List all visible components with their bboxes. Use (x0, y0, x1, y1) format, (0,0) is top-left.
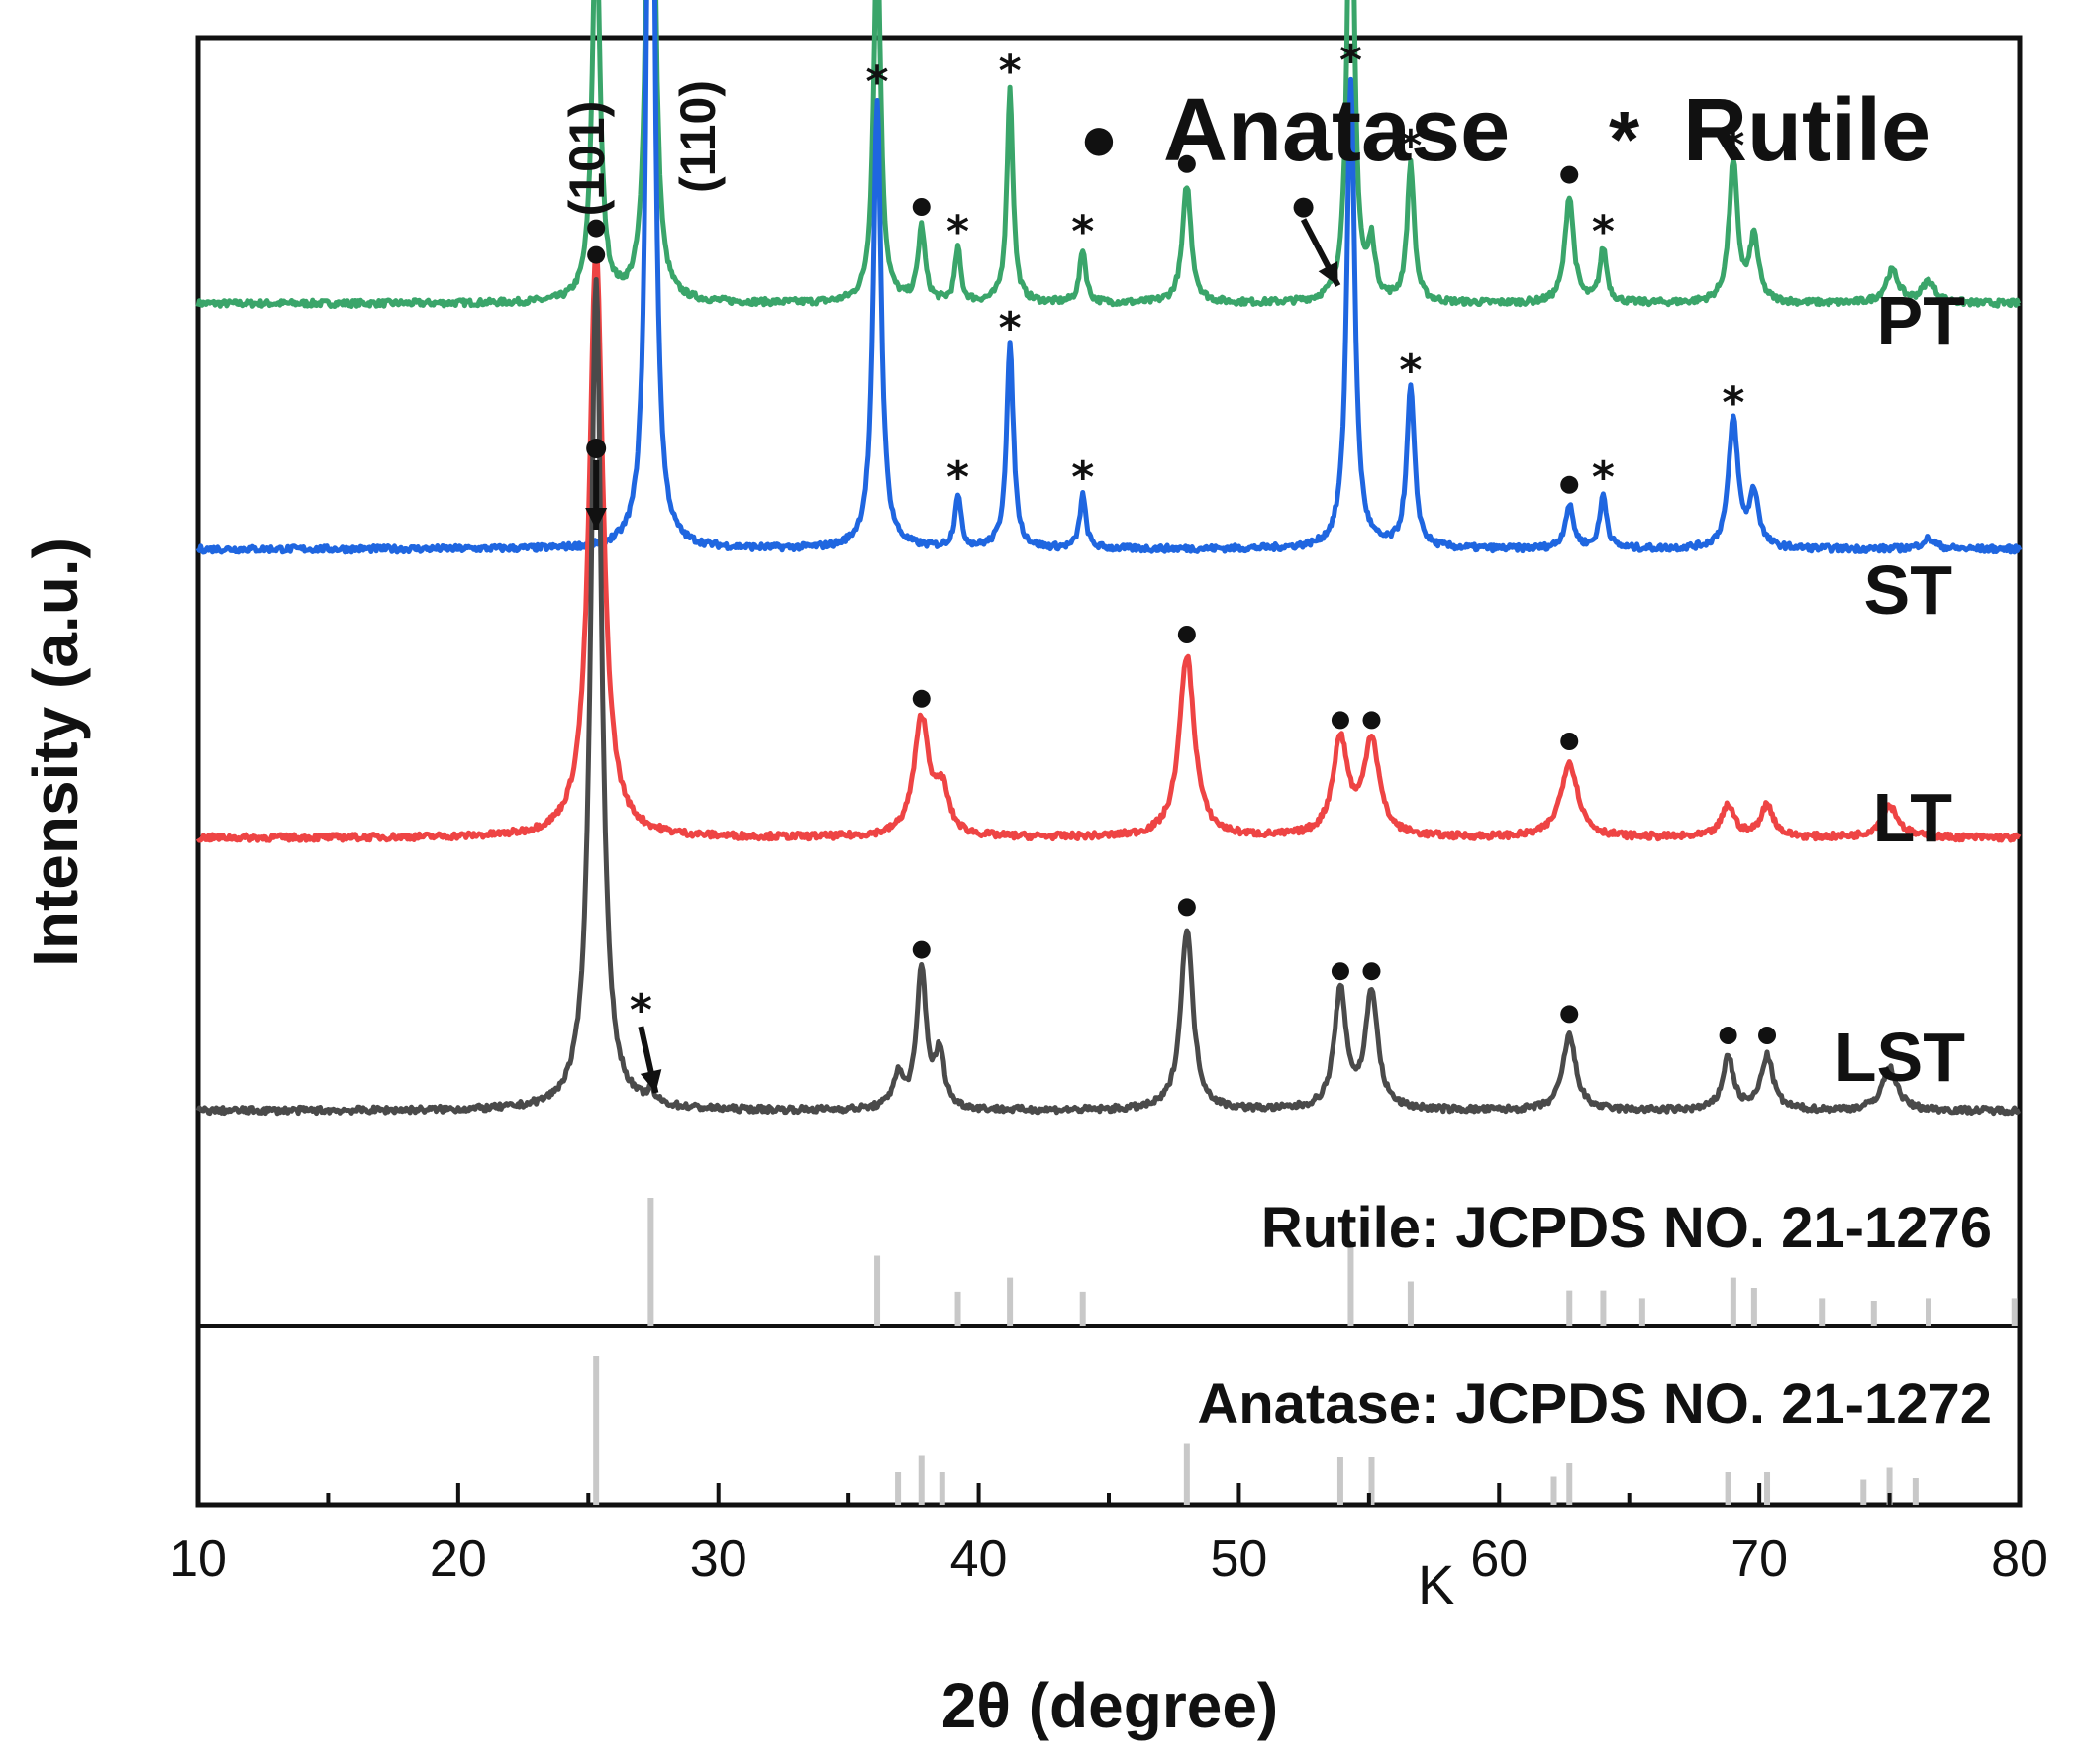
rutile-marker: * (1339, 36, 1362, 86)
anatase-marker (587, 245, 606, 264)
rutile-marker: * (999, 47, 1022, 97)
x-tick-label: 70 (1731, 1530, 1788, 1588)
rutile-marker: * (1071, 207, 1094, 257)
series-label-lst: LST (1834, 1019, 1965, 1096)
legend: ● Anatase * Rutile (1079, 81, 1930, 183)
legend-label-anatase: Anatase (1163, 81, 1510, 180)
anatase-marker (1331, 962, 1349, 981)
rutile-marker: * (866, 56, 889, 107)
x-tick-label: 50 (1211, 1530, 1268, 1588)
arrow-anatase-marker (1293, 197, 1314, 218)
x-tick-label: 80 (1991, 1530, 2048, 1588)
series-line-lst (195, 277, 2022, 1117)
anatase-marker (1560, 1005, 1579, 1024)
x-tick-label: 40 (950, 1530, 1008, 1588)
anatase-marker (912, 940, 931, 959)
anatase-marker (912, 689, 931, 708)
legend-label-rutile: Rutile (1683, 81, 1930, 180)
rutile-marker: * (1071, 452, 1094, 503)
anatase-marker (1560, 165, 1579, 184)
x-tick-label: 60 (1470, 1530, 1528, 1588)
x-tick-label: 30 (690, 1530, 747, 1588)
rutile-marker: * (946, 207, 969, 257)
x-tick-label: 10 (169, 1530, 227, 1588)
anatase-marker (1331, 711, 1349, 730)
series-label-pt: PT (1877, 282, 1965, 359)
rutile-marker: * (946, 452, 969, 503)
anatase-marker (1758, 1027, 1777, 1044)
rutile-marker: * (999, 303, 1022, 353)
rutile-marker: * (1592, 452, 1615, 503)
x-axis-title: 2θ (degree) (941, 1670, 1278, 1741)
legend-marker-anatase: ● (1079, 101, 1119, 174)
anatase-marker (1177, 154, 1196, 173)
anatase-marker (1560, 475, 1579, 494)
anatase-marker (587, 219, 606, 238)
rutile-marker: * (1592, 207, 1615, 257)
arrow-anatase-marker (586, 439, 607, 458)
diffraction-series (195, 0, 2023, 1117)
series-label-st: ST (1864, 551, 1952, 629)
anatase-marker (912, 198, 931, 216)
phase-markers: ****************** (587, 36, 1777, 1044)
anatase-marker (1362, 962, 1381, 981)
rutile-marker: * (1399, 345, 1422, 396)
anatase-marker (1560, 733, 1579, 750)
annotation-arrows: * (585, 197, 1341, 1094)
rutile-marker: * (1722, 377, 1744, 428)
reference-label-rutile: Rutile: JCPDS NO. 21-1276 (1261, 1196, 1992, 1260)
anatase-marker (1719, 1027, 1737, 1044)
series-line-pt (195, 0, 2022, 309)
series-line-lt (195, 248, 2022, 843)
anatase-marker (1177, 626, 1196, 643)
arrow-rutile-marker: * (630, 985, 652, 1035)
stray-text: K (1418, 1553, 1454, 1616)
arrow-head (1318, 261, 1338, 286)
arrow-head (585, 508, 608, 530)
x-tick-label: 20 (430, 1530, 487, 1588)
anatase-marker (1362, 711, 1381, 730)
plane-label-101: (101) (559, 101, 615, 217)
arrow-head (640, 1069, 662, 1093)
series-label-lt: LT (1873, 779, 1952, 856)
legend-marker-rutile: * (1609, 95, 1640, 183)
rutile-marker: * (1399, 121, 1422, 171)
anatase-marker (1177, 898, 1196, 917)
series-line-st (195, 0, 2023, 555)
rutile-marker: * (1722, 121, 1744, 171)
y-axis-title: Intensity (a.u.) (20, 538, 91, 967)
x-axis: 10 20 30 40 50 60 70 80 (169, 1483, 2048, 1588)
plane-label-110: (110) (670, 80, 726, 193)
reference-label-anatase: Anatase: JCPDS NO. 21-1272 (1197, 1372, 1992, 1436)
